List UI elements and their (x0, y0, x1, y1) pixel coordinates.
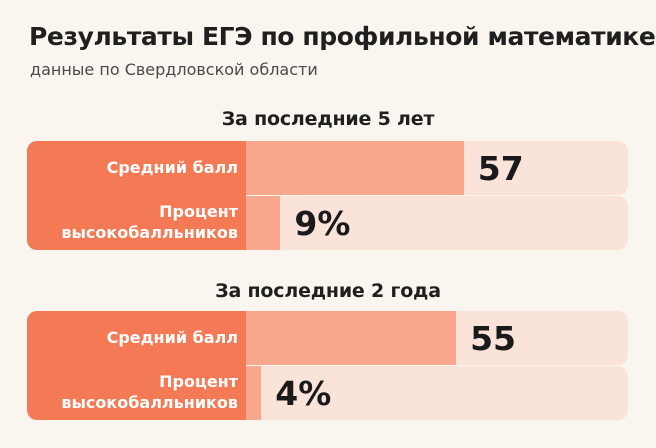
bar-value: 9% (294, 203, 351, 243)
bar-fill (246, 196, 281, 250)
bar-track (246, 366, 628, 420)
bar-label: Процент высокобалльников (61, 372, 238, 412)
label-column (27, 141, 246, 250)
bar-fill (246, 141, 464, 195)
bar-value: 4% (275, 373, 332, 413)
bar-row-high-scorers: Процент высокобалльников 9% (27, 196, 628, 250)
bar-row-high-scorers: Процент высокобалльников 4% (27, 366, 628, 420)
bar-fill (246, 311, 457, 365)
panel-2-years: Средний балл 55 Процент высокобалльников… (27, 311, 628, 420)
bar-value: 55 (470, 318, 517, 358)
bar-row-average-score: Средний балл 55 (27, 311, 628, 365)
bar-track (246, 196, 628, 250)
bar-label: Средний балл (106, 327, 238, 347)
chart-title: Результаты ЕГЭ по профильной математике (29, 22, 656, 51)
bar-label: Процент высокобалльников (61, 202, 238, 242)
bar-row-average-score: Средний балл 57 (27, 141, 628, 195)
chart-subtitle: данные по Свердловской области (30, 60, 318, 79)
bar-label: Средний балл (106, 157, 238, 177)
bar-fill (246, 366, 262, 420)
panel-5-years: Средний балл 57 Процент высокобалльников… (27, 141, 628, 250)
panel-title-5-years: За последние 5 лет (221, 108, 435, 130)
label-column (27, 311, 246, 420)
panel-title-2-years: За последние 2 года (215, 280, 441, 302)
bar-value: 57 (477, 148, 524, 188)
